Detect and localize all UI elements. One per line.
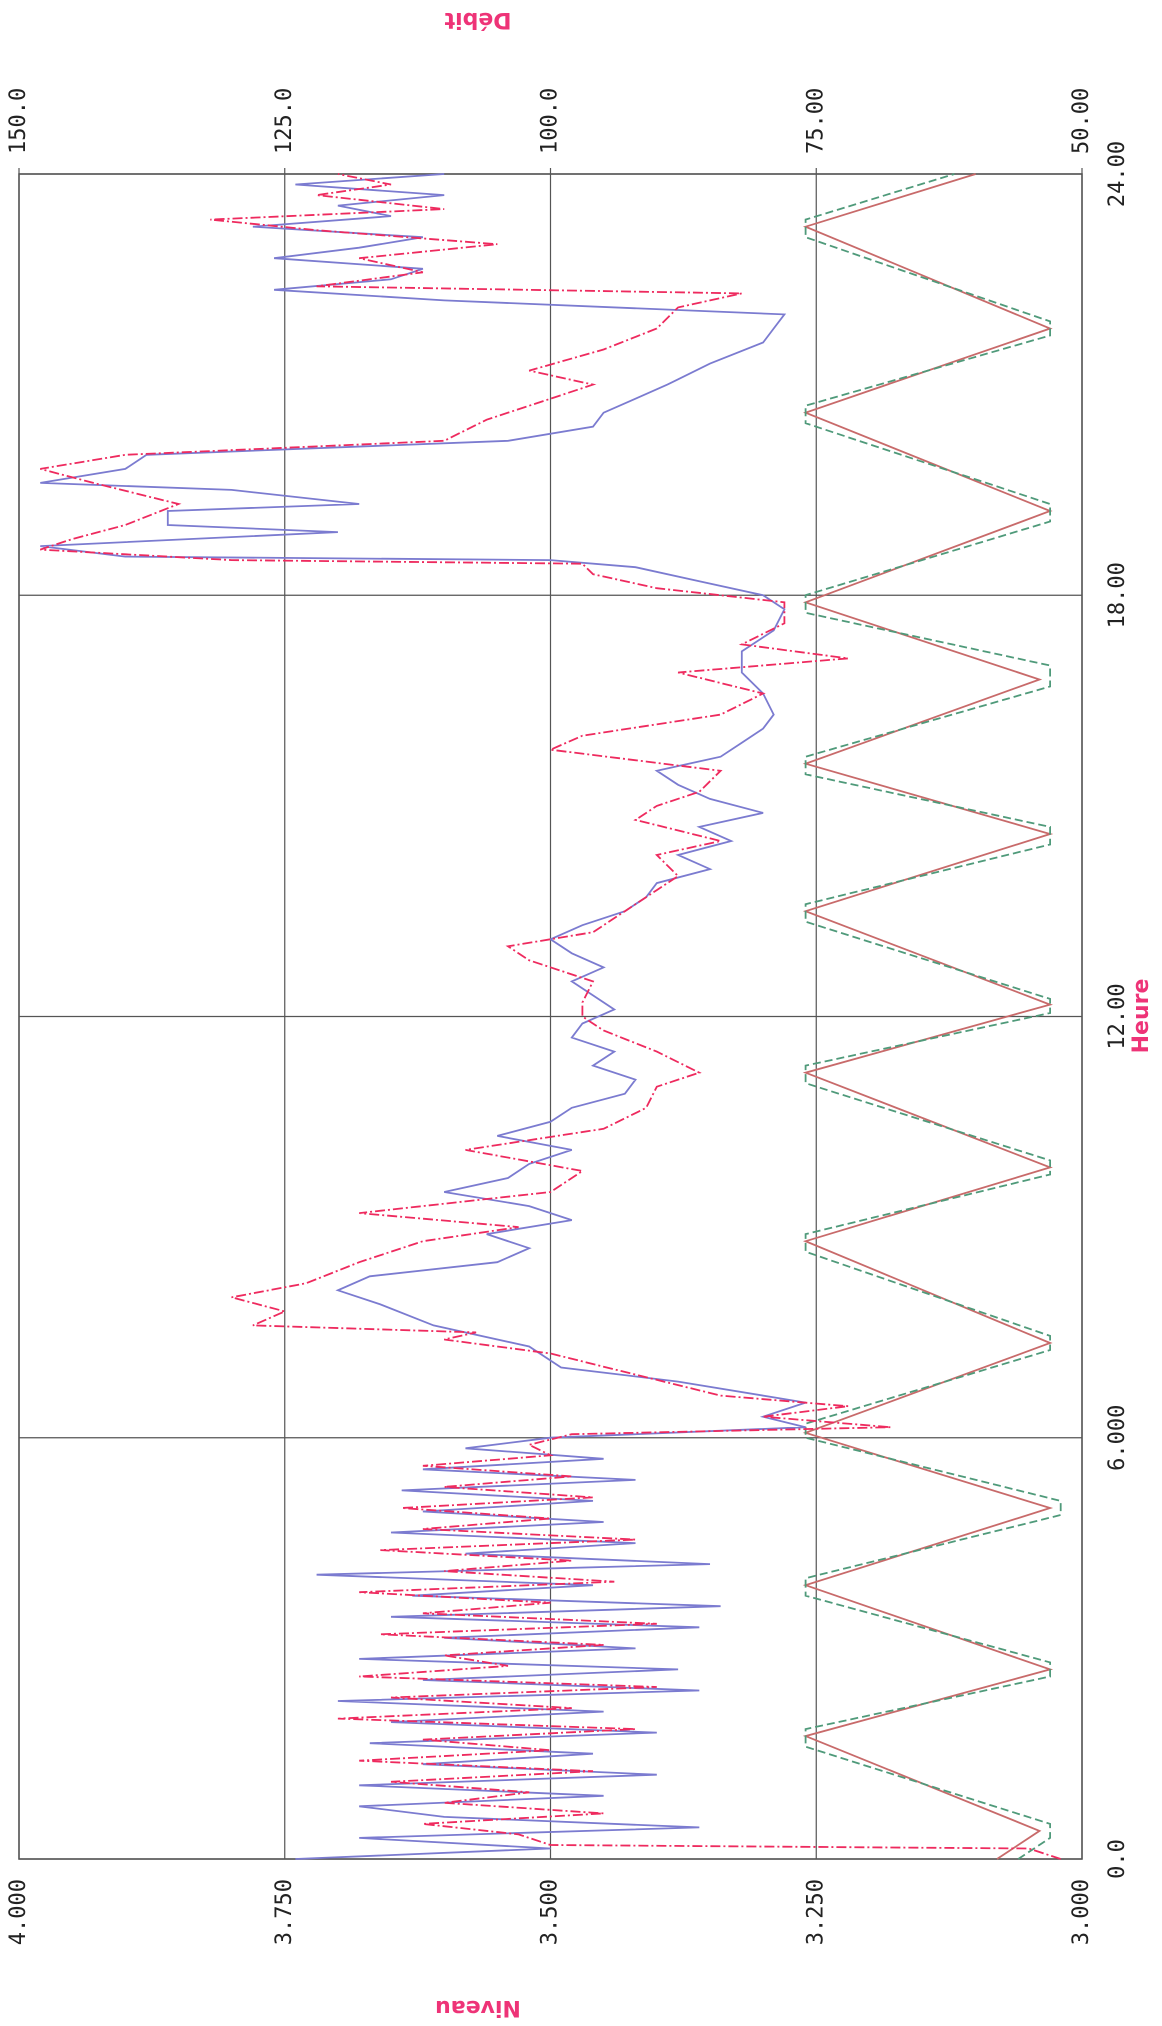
series-line <box>804 173 1062 1860</box>
y-tick-label: 3.500 <box>538 1879 563 1945</box>
y-tick-label: 4.000 <box>6 1879 31 1945</box>
x-tick-label: 24.00 <box>1105 141 1130 207</box>
rotated-plot: Heure Niveau Débit 0.0 6.000 12.00 18.00 24.… <box>6 7 1154 2020</box>
series-line <box>802 173 1054 1860</box>
series-line <box>40 173 1061 1860</box>
y2-tick-label: 125.0 <box>272 88 297 154</box>
x-axis-title: Heure <box>1129 979 1154 1054</box>
y2-axis-title: Débit <box>444 7 511 32</box>
y2-tick-label: 100.0 <box>538 88 563 154</box>
y2-tick-label: 150.0 <box>6 88 31 154</box>
series-line <box>40 173 806 1860</box>
y-tick-label: 3.750 <box>272 1879 297 1945</box>
x-tick-label: 12.00 <box>1105 983 1130 1049</box>
y-tick-label: 3.000 <box>1069 1879 1094 1945</box>
x-tick-label: 18.00 <box>1105 562 1130 628</box>
x-tick-label: 0.0 <box>1105 1839 1130 1879</box>
y2-tick-label: 75.00 <box>803 88 828 154</box>
y2-tick-label: 50.00 <box>1069 88 1094 154</box>
x-tick-label: 6.000 <box>1105 1405 1130 1471</box>
y-tick-label: 3.250 <box>803 1879 828 1945</box>
y-axis-title: Niveau <box>435 1995 521 2020</box>
